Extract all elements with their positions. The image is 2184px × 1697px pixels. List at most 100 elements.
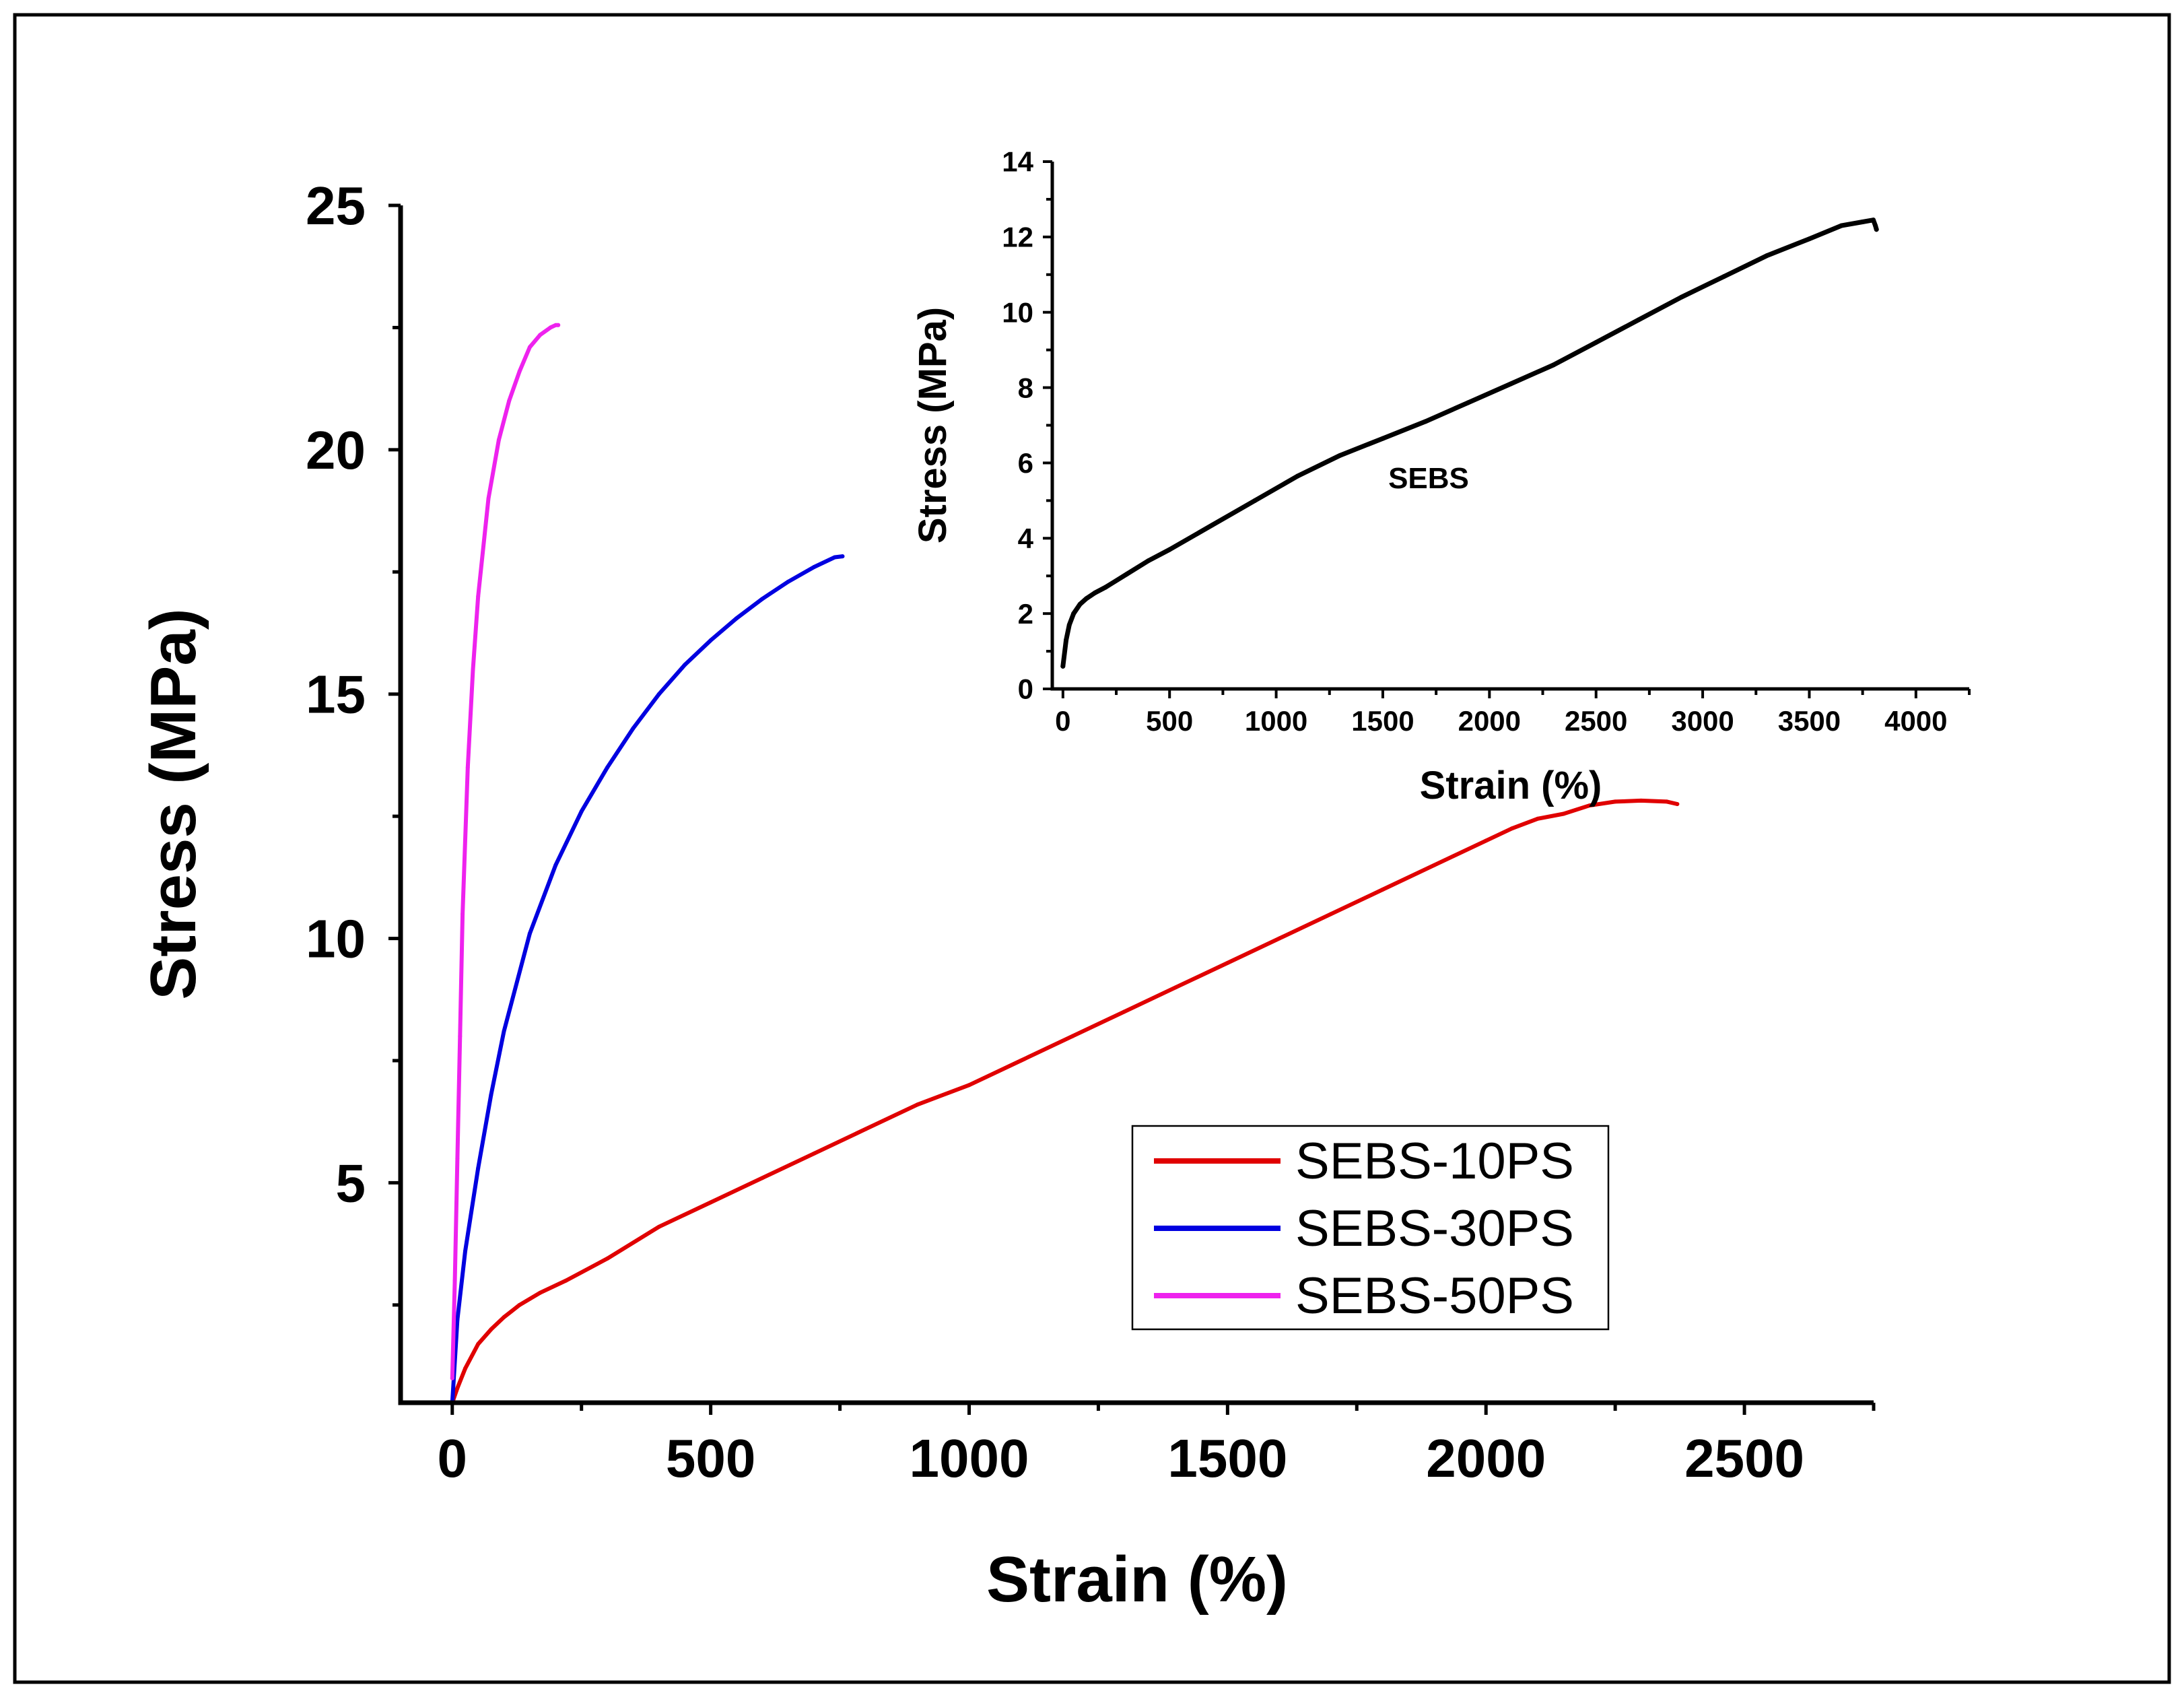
main-point-sebs-10ps-32 [1639, 798, 1643, 803]
inset-point-sebs-2 [1066, 622, 1072, 628]
inset-x-tick-label-3500: 3500 [1778, 705, 1841, 737]
main-point-sebs-10ps-20 [1173, 985, 1178, 990]
main-point-sebs-10ps-13 [812, 1151, 817, 1156]
main-point-sebs-10ps-11 [708, 1200, 713, 1205]
inset-point-sebs-11 [1210, 523, 1215, 528]
figure-border [13, 13, 2171, 1684]
legend-label-sebs-50ps: SEBS-50PS [1295, 1267, 1574, 1325]
main-point-sebs-30ps-13 [708, 638, 713, 642]
legend-label-sebs-10ps: SEBS-10PS [1295, 1133, 1574, 1190]
inset-point-sebs-7 [1103, 585, 1108, 590]
main-point-sebs-10ps-18 [1070, 1034, 1074, 1038]
main-point-sebs-50ps-9 [496, 438, 501, 442]
main-point-sebs-50ps-5 [465, 765, 470, 770]
main-y-axis-label: Stress (MPa) [137, 608, 209, 1000]
main-point-sebs-30ps-10 [631, 726, 636, 731]
main-series-line-sebs-30ps [450, 554, 845, 1405]
main-point-sebs-50ps-1 [452, 1278, 457, 1283]
main-x-tick-label-1000: 1000 [910, 1428, 1029, 1488]
main-point-sebs-30ps-16 [786, 579, 790, 584]
inset-y-axis-label: Stress (MPa) [911, 307, 955, 543]
inset-point-sebs-25 [1806, 236, 1812, 242]
inset-point-sebs-19 [1550, 362, 1556, 368]
inset-point-sebs-17 [1466, 400, 1471, 405]
main-point-sebs-30ps-2 [463, 1249, 467, 1253]
inset-x-tick-label-3000: 3000 [1671, 705, 1734, 737]
inset-y-tick-label-12: 12 [1002, 222, 1033, 253]
main-y-tick-label-5: 5 [336, 1153, 366, 1213]
main-point-sebs-50ps-4 [460, 912, 465, 917]
inset-x-tick-label-1000: 1000 [1245, 705, 1307, 737]
inset-point-sebs-0 [1060, 663, 1066, 669]
inset-ticks: 0 500 1000 1500 2000 2500 3000 3500 4000 0 2 4 6 8 10 1… [1002, 146, 1971, 737]
main-point-sebs-10ps-10 [656, 1224, 661, 1229]
main-point-sebs-30ps-15 [760, 597, 765, 601]
main-point-sebs-10ps-12 [760, 1176, 765, 1180]
main-point-sebs-10ps-30 [1587, 803, 1592, 808]
inset-point-sebs-15 [1380, 436, 1386, 441]
inset-point-sebs-1 [1064, 637, 1069, 642]
main-point-sebs-10ps-22 [1277, 936, 1282, 941]
inset-x-tick-label-4000: 4000 [1884, 705, 1947, 737]
inset-point-sebs-3 [1071, 611, 1077, 616]
main-point-sebs-30ps-1 [455, 1317, 460, 1322]
inset-point-sebs-16 [1423, 419, 1428, 424]
main-point-sebs-50ps-11 [517, 369, 522, 374]
main-point-sebs-50ps-14 [548, 325, 553, 330]
main-point-sebs-10ps-28 [1536, 816, 1540, 821]
inset-point-sebs-6 [1092, 590, 1097, 595]
inset-x-tick-label-1500: 1500 [1351, 705, 1414, 737]
inset-point-sebs-21 [1636, 317, 1641, 323]
main-point-sebs-10ps-25 [1432, 863, 1437, 867]
inset-y-tick-label-8: 8 [1018, 372, 1033, 403]
main-point-sebs-10ps-31 [1613, 799, 1618, 804]
main-point-sebs-50ps-12 [527, 345, 532, 350]
main-point-sebs-50ps-16 [556, 323, 561, 327]
main-point-sebs-10ps-33 [1664, 799, 1669, 804]
main-point-sebs-10ps-2 [463, 1366, 467, 1371]
main-point-sebs-50ps-7 [476, 594, 481, 599]
inset-x-tick-label-0: 0 [1055, 705, 1070, 737]
inset-x-tick-label-2000: 2000 [1458, 705, 1521, 737]
main-x-tick-label-2500: 2500 [1684, 1428, 1804, 1488]
main-point-sebs-30ps-12 [683, 663, 687, 667]
main-y-tick-label-25: 25 [306, 176, 366, 236]
main-point-sebs-30ps-18 [832, 555, 837, 560]
main-point-sebs-30ps-7 [553, 863, 558, 867]
inset-point-sebs-20 [1594, 340, 1599, 345]
inset-point-sebs-27 [1860, 220, 1866, 224]
main-point-sebs-10ps-14 [863, 1127, 868, 1131]
main-point-sebs-10ps-21 [1225, 960, 1230, 965]
main-point-sebs-10ps-23 [1328, 912, 1333, 917]
inset-chart: 0 500 1000 1500 2000 2500 3000 3500 4000 0 2 4 6 8 10 1… [911, 146, 1971, 807]
main-x-tick-label-2000: 2000 [1426, 1428, 1546, 1488]
main-x-tick-label-1500: 1500 [1167, 1428, 1287, 1488]
main-point-sebs-10ps-1 [455, 1386, 460, 1391]
main-x-axis-label: Strain (%) [986, 1543, 1288, 1616]
main-point-sebs-30ps-8 [579, 809, 584, 813]
inset-point-sebs-5 [1084, 596, 1089, 601]
main-point-sebs-10ps-15 [915, 1102, 920, 1107]
main-point-sebs-30ps-14 [735, 616, 739, 621]
main-point-sebs-10ps-29 [1561, 811, 1566, 816]
main-point-sebs-30ps-3 [476, 1166, 481, 1170]
inset-point-sebs-29 [1873, 223, 1878, 228]
inset-point-sebs-23 [1721, 274, 1727, 279]
main-point-sebs-10ps-5 [502, 1315, 506, 1319]
inset-point-sebs-12 [1252, 498, 1258, 503]
main-point-sebs-10ps-6 [517, 1302, 522, 1307]
inset-point-sebs-22 [1678, 294, 1684, 300]
main-point-sebs-10ps-17 [1019, 1059, 1023, 1063]
inset-y-tick-label-0: 0 [1018, 673, 1033, 705]
main-point-sebs-50ps-8 [486, 496, 491, 501]
main-point-sebs-50ps-2 [455, 1156, 460, 1161]
main-point-sebs-50ps-10 [507, 399, 512, 403]
inset-point-sebs-28 [1871, 218, 1876, 223]
main-point-sebs-10ps-7 [538, 1290, 543, 1295]
inset-point-sebs-8 [1124, 571, 1130, 576]
inset-x-tick-label-2500: 2500 [1565, 705, 1627, 737]
inset-point-sebs-14 [1338, 453, 1343, 458]
